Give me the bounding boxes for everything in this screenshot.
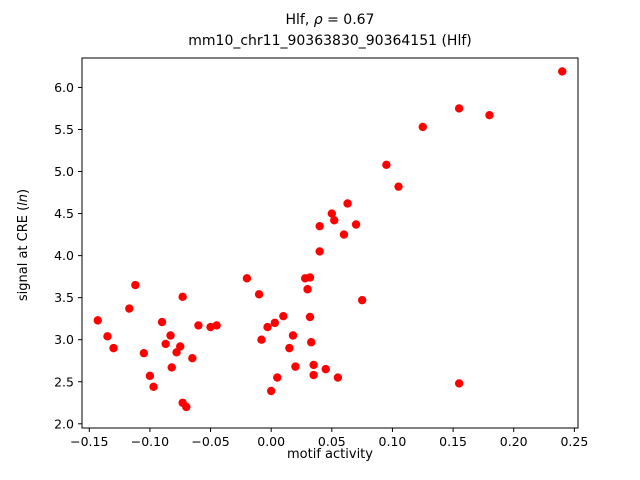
y-tick-label: 5.0 xyxy=(54,164,74,179)
chart-title-block: Hlf, ρ = 0.67 mm10_chr11_90363830_903641… xyxy=(82,10,578,52)
data-point xyxy=(394,182,403,191)
y-tick-label: 2.0 xyxy=(54,416,74,431)
data-point xyxy=(194,321,203,330)
x-tick-label: −0.15 xyxy=(70,434,108,449)
data-point xyxy=(125,304,134,313)
y-tick-label: 4.5 xyxy=(54,206,74,221)
data-point xyxy=(321,364,330,374)
data-point xyxy=(279,311,288,321)
data-point xyxy=(149,382,158,391)
title-prefix: Hlf, xyxy=(285,12,314,28)
x-tick-label: 0.20 xyxy=(500,434,528,449)
data-point xyxy=(242,274,252,283)
data-point xyxy=(166,331,175,340)
chart-title: Hlf, ρ = 0.67 xyxy=(82,10,578,31)
data-point xyxy=(485,110,494,120)
data-point xyxy=(182,402,191,412)
data-point xyxy=(418,122,427,132)
data-point xyxy=(333,373,343,382)
data-point xyxy=(188,354,197,363)
data-point xyxy=(330,216,339,225)
data-point xyxy=(145,371,155,381)
axes-box xyxy=(81,57,579,429)
data-point xyxy=(327,209,337,218)
data-point xyxy=(303,285,312,294)
x-tick-label: 0.10 xyxy=(379,434,407,449)
data-point xyxy=(254,290,264,299)
data-point xyxy=(382,160,391,169)
x-axis-label: motif activity xyxy=(287,447,373,462)
data-point xyxy=(270,318,280,328)
y-tick-label: 6.0 xyxy=(54,80,74,95)
data-point xyxy=(263,322,272,332)
x-tick-label: 0.00 xyxy=(257,434,285,449)
x-tick-label: 0.15 xyxy=(439,434,467,449)
data-point xyxy=(309,360,318,370)
data-point xyxy=(305,312,315,322)
data-point xyxy=(291,362,300,371)
data-point xyxy=(157,317,167,327)
data-point xyxy=(309,370,318,380)
data-point xyxy=(351,220,361,229)
data-point xyxy=(315,247,324,256)
title-rho: ρ xyxy=(313,12,323,28)
y-tick-label: 3.0 xyxy=(54,332,74,347)
data-point xyxy=(558,67,567,76)
y-tick-label: 3.5 xyxy=(54,290,74,305)
data-point xyxy=(178,292,187,302)
data-point xyxy=(176,342,185,351)
data-point xyxy=(109,343,118,353)
data-point xyxy=(285,343,294,353)
data-point xyxy=(212,321,221,330)
data-point xyxy=(273,373,282,382)
data-point xyxy=(93,316,102,325)
data-point xyxy=(288,331,298,340)
data-point xyxy=(103,332,112,341)
data-point xyxy=(357,295,367,305)
data-point xyxy=(307,338,316,347)
y-tick-label: 4.0 xyxy=(54,248,74,263)
title-suffix: = 0.67 xyxy=(322,12,375,28)
data-point xyxy=(305,273,315,282)
x-tick-label: 0.25 xyxy=(560,434,588,449)
data-point xyxy=(139,348,149,358)
data-point xyxy=(257,335,266,344)
x-tick-label: −0.05 xyxy=(191,434,229,449)
data-point xyxy=(454,379,464,388)
data-point xyxy=(339,230,349,239)
y-tick-label: 5.5 xyxy=(54,122,74,137)
data-point xyxy=(343,199,352,208)
data-point xyxy=(161,339,170,349)
y-tick-label: 2.5 xyxy=(54,374,74,389)
data-point xyxy=(315,221,324,231)
data-point xyxy=(454,104,464,113)
data-point xyxy=(131,280,140,290)
chart-subtitle: mm10_chr11_90363830_90364151 (Hlf) xyxy=(188,33,472,49)
data-point xyxy=(167,363,176,372)
x-tick-label: −0.10 xyxy=(131,434,169,449)
x-tick-label: 0.05 xyxy=(318,434,346,449)
data-point xyxy=(266,386,276,396)
